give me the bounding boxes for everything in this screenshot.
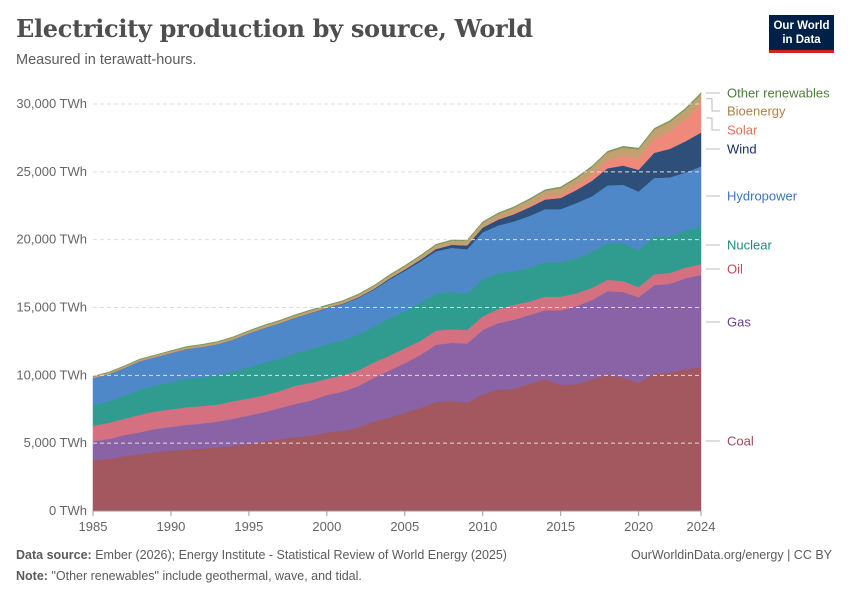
x-tick-label: 1985 [79,519,108,534]
data-source: Data source: Ember (2026); Energy Instit… [16,548,507,562]
series-label-solar: Solar [727,123,758,138]
note: Note: "Other renewables" include geother… [16,569,362,583]
x-tick-label: 1995 [234,519,263,534]
x-tick-label: 2000 [312,519,341,534]
series-label-coal: Coal [727,434,754,449]
series-label-wind: Wind [727,142,757,157]
series-label-hydropower: Hydropower [727,189,798,204]
series-label-gas: Gas [727,315,751,330]
x-tick-label: 2020 [624,519,653,534]
note-label: Note: [16,569,48,583]
source-text: Ember (2026); Energy Institute - Statist… [95,548,507,562]
x-tick-label: 2010 [468,519,497,534]
y-tick-label: 10,000 TWh [16,367,87,382]
y-tick-label: 5,000 TWh [24,435,87,450]
series-label-bioenergy: Bioenergy [727,104,786,119]
chart-subtitle: Measured in terawatt-hours. [16,52,197,68]
x-tick-label: 2024 [687,519,716,534]
note-text: "Other renewables" include geothermal, w… [51,569,362,583]
x-tick-label: 1990 [156,519,185,534]
area-other-renewables [92,92,702,378]
x-tick-label: 2005 [390,519,419,534]
x-tick-label: 2015 [546,519,575,534]
y-tick-label: 25,000 TWh [16,164,87,179]
logo-line2: in Data [782,34,821,46]
source-label: Data source: [16,548,92,562]
series-label-oil: Oil [727,262,743,277]
owid-logo[interactable]: Our World in Data [769,15,834,53]
chart-title: Electricity production by source, World [16,14,533,43]
label-connector [706,98,720,112]
y-tick-label: 0 TWh [49,503,87,518]
logo-line1: Our World [773,20,830,32]
source-url-link[interactable]: OurWorldinData.org/energy | CC BY [630,548,832,562]
label-connector [706,117,720,131]
series-label-nuclear: Nuclear [727,238,772,253]
y-tick-label: 15,000 TWh [16,300,87,315]
y-tick-label: 20,000 TWh [16,232,87,247]
y-tick-label: 30,000 TWh [16,96,87,111]
series-label-other-renewables: Other renewables [727,86,830,101]
